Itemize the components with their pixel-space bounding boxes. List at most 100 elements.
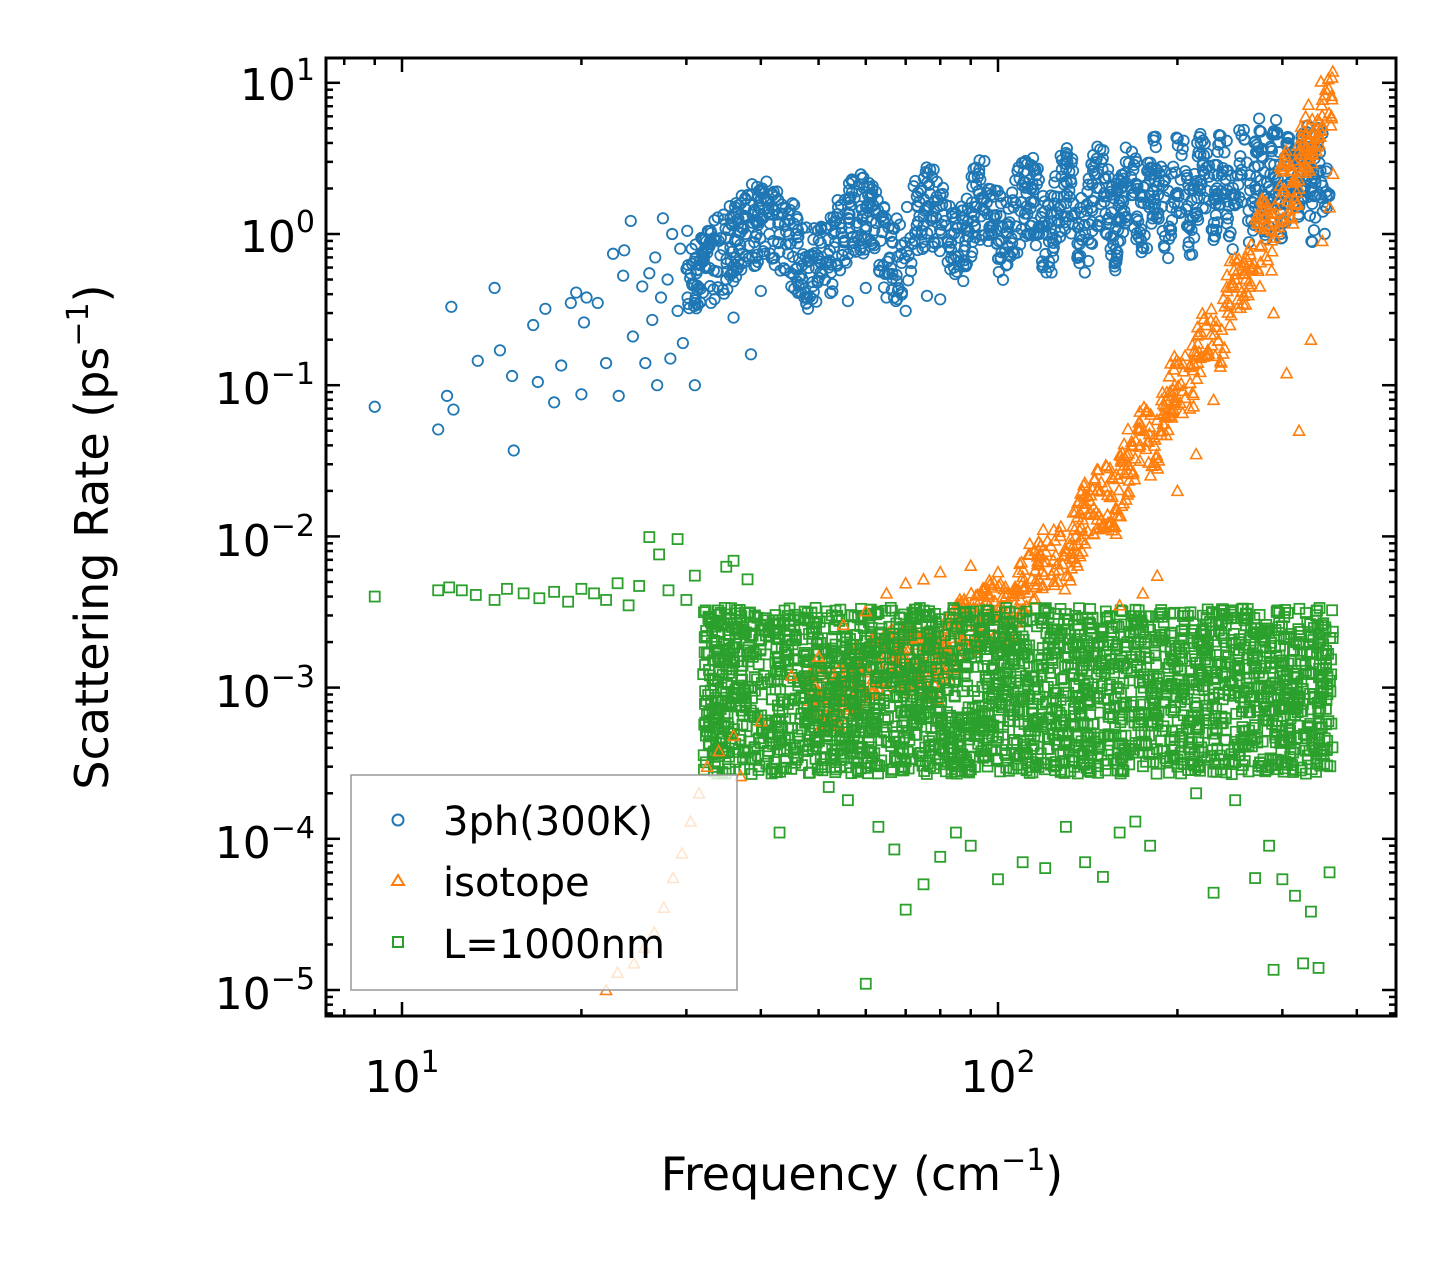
band-marker xyxy=(904,265,918,278)
band-marker xyxy=(1276,181,1291,195)
band-marker xyxy=(714,249,727,262)
band-marker xyxy=(1061,210,1074,223)
band-marker xyxy=(953,255,966,268)
band-marker xyxy=(1154,423,1169,437)
band-marker xyxy=(924,213,937,227)
band-marker xyxy=(1019,229,1032,243)
band-marker xyxy=(1077,489,1091,503)
band-marker xyxy=(1310,112,1325,126)
band-marker xyxy=(719,222,732,235)
band-marker xyxy=(1145,167,1158,180)
band-marker xyxy=(843,216,856,229)
band-marker xyxy=(1147,438,1162,451)
band-marker xyxy=(978,203,991,217)
band-marker xyxy=(1104,185,1117,198)
band-marker xyxy=(1047,522,1061,536)
band-marker xyxy=(1276,210,1290,224)
band-marker xyxy=(1111,246,1124,259)
band-marker xyxy=(1273,159,1288,172)
band-marker xyxy=(1193,324,1208,338)
band-marker xyxy=(765,252,779,265)
band-marker xyxy=(1323,188,1336,201)
band-marker xyxy=(1213,129,1226,142)
band-marker xyxy=(1149,140,1162,154)
band-marker xyxy=(1292,623,1305,636)
band-marker xyxy=(1224,275,1239,289)
band-marker xyxy=(1211,333,1226,346)
band-marker xyxy=(1036,259,1050,272)
band-marker xyxy=(749,230,762,243)
band-marker xyxy=(757,184,770,198)
band-marker xyxy=(831,201,845,214)
band-marker xyxy=(1053,528,1068,542)
band-marker xyxy=(1048,176,1061,189)
band-marker xyxy=(1301,151,1315,164)
data-point-0-41 xyxy=(676,336,689,350)
data-point-0-18 xyxy=(577,316,591,329)
band-marker xyxy=(1220,267,1234,281)
band-marker xyxy=(1249,208,1264,222)
band-marker xyxy=(1176,383,1190,397)
band-marker xyxy=(992,265,1005,279)
band-marker xyxy=(1073,486,1088,499)
band-marker xyxy=(842,207,855,221)
band-marker xyxy=(1051,190,1064,203)
band-marker xyxy=(1006,582,1021,595)
band-marker xyxy=(1110,502,1124,515)
band-marker xyxy=(1304,184,1317,197)
band-marker xyxy=(1182,401,1197,414)
band-marker xyxy=(1196,311,1211,325)
band-marker xyxy=(799,286,812,299)
band-marker xyxy=(1214,355,1229,368)
band-marker xyxy=(1132,422,1147,436)
band-marker xyxy=(1116,496,1131,509)
data-point-0-30 xyxy=(643,267,656,280)
band-marker xyxy=(938,214,951,228)
band-marker xyxy=(1120,464,1135,478)
band-marker xyxy=(1254,237,1269,251)
band-marker xyxy=(1232,251,1246,265)
band-marker xyxy=(1222,229,1235,243)
band-marker xyxy=(1075,191,1088,205)
band-marker xyxy=(765,693,778,706)
band-marker xyxy=(684,267,697,280)
band-marker xyxy=(762,205,775,218)
band-marker xyxy=(850,185,863,198)
band-marker xyxy=(960,258,973,271)
band-marker xyxy=(786,250,799,263)
band-marker xyxy=(1055,170,1068,183)
band-marker xyxy=(1291,138,1305,151)
band-marker xyxy=(982,228,995,242)
band-marker xyxy=(1250,261,1265,275)
band-marker xyxy=(1298,109,1313,122)
band-marker xyxy=(1220,283,1235,297)
band-marker xyxy=(1292,172,1306,186)
band-marker xyxy=(1227,188,1240,201)
band-marker xyxy=(1094,197,1107,211)
band-marker xyxy=(900,200,914,214)
band-marker xyxy=(745,189,758,202)
data-point-0-35 xyxy=(656,212,669,225)
band-marker xyxy=(808,222,821,235)
band-marker xyxy=(1183,248,1196,261)
band-marker xyxy=(1028,573,1043,587)
band-marker xyxy=(860,180,874,193)
band-marker xyxy=(1091,462,1105,476)
band-marker xyxy=(710,265,724,278)
band-marker xyxy=(711,211,724,224)
band-marker xyxy=(791,237,804,250)
band-marker xyxy=(1006,186,1019,199)
band-marker xyxy=(1150,767,1163,780)
band-marker xyxy=(983,577,997,590)
band-marker xyxy=(1325,92,1339,105)
band-marker xyxy=(699,756,712,769)
data-point-0-22 xyxy=(606,247,620,260)
band-marker xyxy=(727,266,740,279)
band-marker xyxy=(1233,157,1246,170)
band-marker xyxy=(1054,602,1067,615)
band-marker xyxy=(1165,167,1178,180)
band-marker xyxy=(800,655,812,668)
band-marker xyxy=(1170,131,1183,144)
band-marker xyxy=(1112,173,1125,186)
